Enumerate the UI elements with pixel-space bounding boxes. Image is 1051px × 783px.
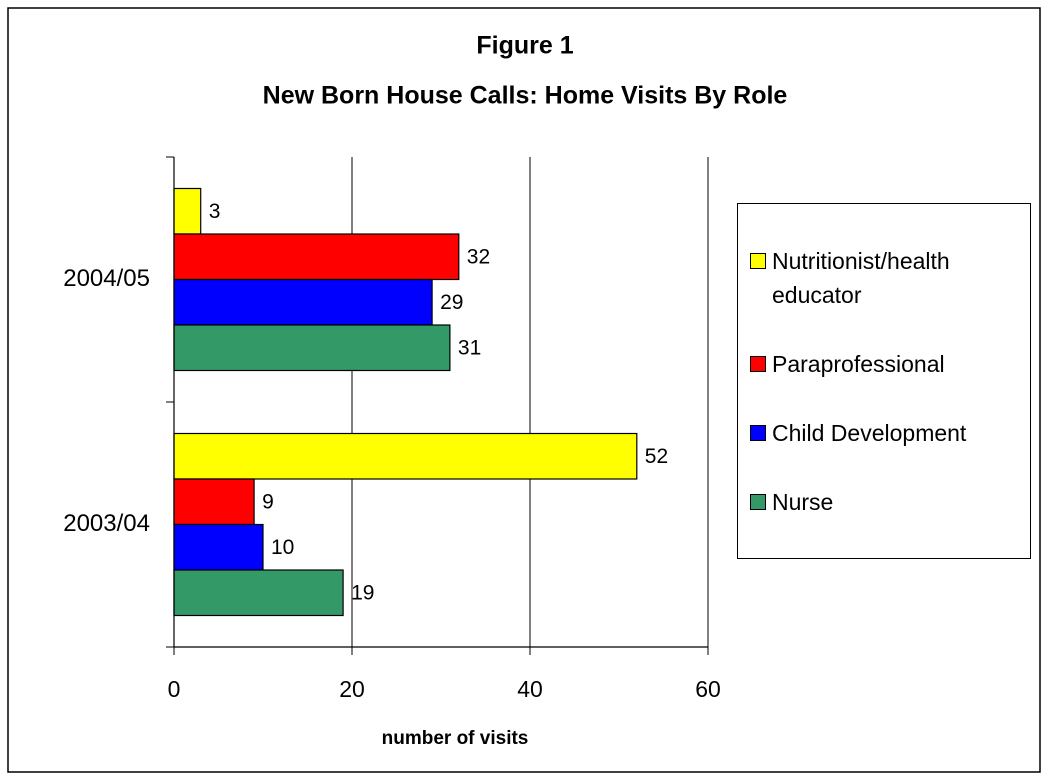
legend-label: Child Development <box>772 419 967 446</box>
x-tick-label: 40 <box>517 676 543 702</box>
legend-label: Nurse <box>772 488 834 515</box>
y-tick-label: 2003/04 <box>63 510 150 537</box>
bar <box>173 233 460 281</box>
bar <box>173 569 344 617</box>
bar <box>173 523 264 571</box>
value-label: 29 <box>440 291 463 314</box>
chart-title: Figure 1 <box>476 32 573 60</box>
value-label: 10 <box>271 536 294 559</box>
chart-subtitle: New Born House Calls: Home Visits By Rol… <box>263 82 788 110</box>
legend: Nutritionist/health educator Paraprofessi… <box>737 203 1031 559</box>
bar <box>173 278 433 326</box>
value-label: 3 <box>209 200 221 223</box>
legend-label: Paraprofessional <box>772 350 945 377</box>
legend-swatch <box>750 252 766 269</box>
legend-item: Paraprofessional <box>738 347 1030 381</box>
bar <box>173 478 255 526</box>
value-label: 32 <box>467 245 490 268</box>
x-tick-label: 20 <box>339 676 365 702</box>
legend-label: Nutritionist/health educator <box>772 247 950 308</box>
y-tick-label: 2004/05 <box>63 265 150 292</box>
x-tick-label: 0 <box>168 676 181 702</box>
legend-swatch <box>750 424 766 441</box>
value-label: 19 <box>351 581 374 604</box>
value-label: 9 <box>262 490 274 513</box>
bar <box>173 432 638 480</box>
bar <box>173 187 202 235</box>
value-label: 31 <box>458 336 481 359</box>
value-label: 52 <box>645 445 668 468</box>
x-axis-label: number of visits <box>382 728 529 749</box>
legend-item: Nutritionist/health educator <box>738 244 1030 312</box>
bar <box>173 324 451 372</box>
legend-swatch <box>750 355 766 372</box>
legend-item: Nurse <box>738 485 1030 519</box>
legend-swatch <box>750 493 766 510</box>
legend-item: Child Development <box>738 416 1030 450</box>
x-tick-label: 60 <box>695 676 721 702</box>
